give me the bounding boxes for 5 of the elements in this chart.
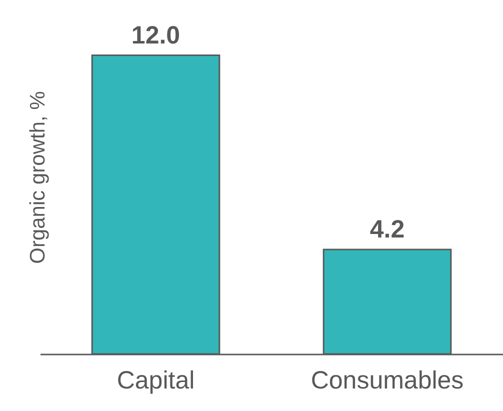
- x-tick-label: Capital: [116, 366, 195, 394]
- data-label: 12.0: [131, 21, 180, 50]
- data-label: 4.2: [370, 215, 405, 244]
- x-tick-label: Consumables: [310, 366, 464, 394]
- y-axis-title: Organic growth, %: [26, 91, 50, 264]
